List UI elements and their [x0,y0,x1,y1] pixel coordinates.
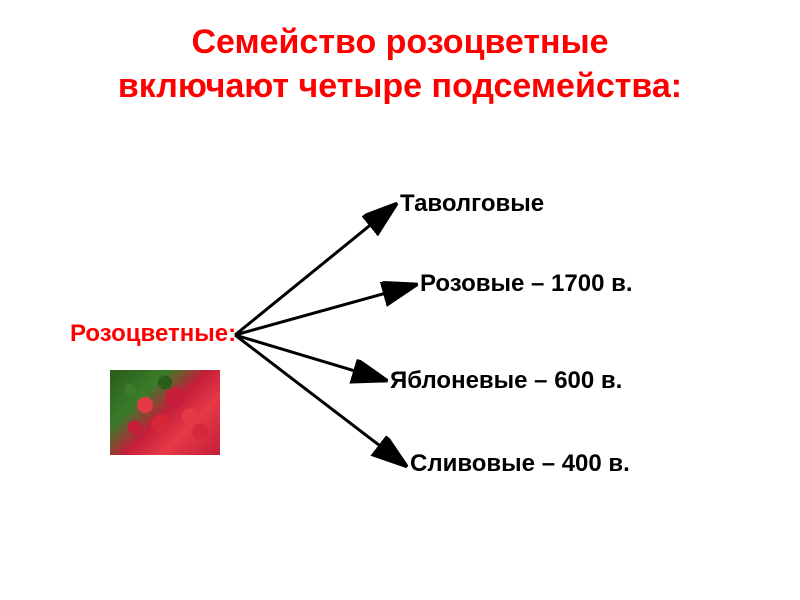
branch-label-1: Розовые – 1700 в. [420,270,633,298]
title-line-2: включают четыре подсемейства: [0,64,800,108]
branch-label-2: Яблоневые – 600 в. [390,367,622,395]
title-line-1: Семейство розоцветные [0,20,800,64]
branch-label-3: Сливовые – 400 в. [410,450,630,478]
root-label: Розоцветные: [70,320,236,348]
branch-label-0: Таволговые [400,190,544,218]
raspberry-image [110,370,220,455]
slide-title: Семейство розоцветные включают четыре по… [0,0,800,108]
